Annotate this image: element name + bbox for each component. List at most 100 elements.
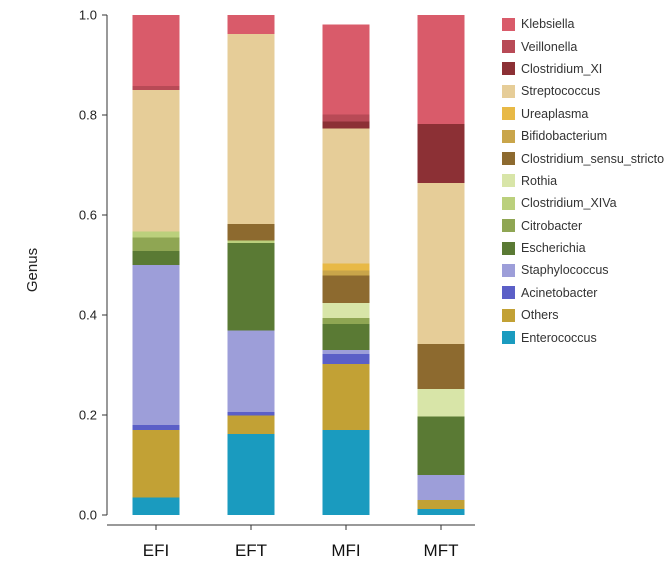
bar-segment-escherichia — [417, 416, 465, 475]
legend-label: Rothia — [521, 173, 558, 188]
bar-segment-citrobacter — [132, 237, 180, 251]
legend-swatch — [502, 286, 515, 300]
bar-segment-streptococcus — [417, 183, 465, 344]
bar-segment-klebsiella — [227, 15, 275, 34]
legend-item: Bifidobacterium — [502, 125, 667, 147]
bar-segment-clostridium-sensu-stricto — [227, 224, 275, 241]
y-tick-label: 0.4 — [79, 308, 97, 323]
y-tick-label: 0.2 — [79, 408, 97, 423]
bar-segment-rothia — [417, 389, 465, 417]
y-tick-label: 0.8 — [79, 108, 97, 123]
bar-segment-clostridium-xi — [322, 121, 370, 129]
legend-label: Staphylococcus — [521, 263, 609, 278]
legend-item: Clostridium_XI — [502, 58, 667, 80]
legend-label: Acinetobacter — [521, 285, 598, 300]
bar-segment-acinetobacter — [227, 412, 275, 416]
legend-swatch — [502, 308, 515, 322]
bar-segment-rothia — [322, 303, 370, 318]
bar-segment-klebsiella — [132, 15, 180, 86]
bar-segment-klebsiella — [322, 24, 370, 115]
legend-label: Klebsiella — [521, 17, 575, 32]
legend: Klebsiella Veillonella Clostridium_XI Strep… — [502, 13, 667, 349]
bar-segment-staphylococcus — [227, 330, 275, 412]
legend-item: Ureaplasma — [502, 103, 667, 125]
legend-swatch — [502, 241, 515, 255]
bar-segment-bifidobacterium — [322, 270, 370, 276]
legend-item: Staphylococcus — [502, 259, 667, 281]
legend-item: Others — [502, 304, 667, 326]
y-axis-label: Genus — [23, 247, 41, 293]
legend-item: Clostridium_XIVa — [502, 192, 667, 214]
y-tick-label: 0.6 — [79, 208, 97, 223]
legend-swatch — [502, 40, 515, 54]
legend-swatch — [502, 17, 515, 31]
bar-segment-staphylococcus — [417, 475, 465, 500]
legend-item: Enterococcus — [502, 326, 667, 348]
legend-item: Acinetobacter — [502, 282, 667, 304]
legend-label: Streptococcus — [521, 84, 601, 99]
bar-segment-enterococcus — [322, 430, 370, 515]
bar-segment-enterococcus — [227, 434, 275, 515]
legend-swatch — [502, 152, 515, 166]
bar-segment-clostridium-xiva — [227, 240, 275, 243]
bar-segment-clostridium-sensu-stricto — [417, 344, 465, 389]
x-tick-label: EFT — [235, 541, 267, 560]
legend-swatch — [502, 84, 515, 98]
legend-swatch — [502, 219, 515, 233]
bar-segment-staphylococcus — [132, 265, 180, 425]
bar-segment-enterococcus — [132, 497, 180, 515]
legend-item: Clostridium_sensu_stricto — [502, 147, 667, 169]
y-tick-label: 1.0 — [79, 8, 97, 23]
bar-segment-enterococcus — [417, 509, 465, 515]
bar-segment-others — [132, 430, 180, 498]
legend-item: Streptococcus — [502, 80, 667, 102]
bar-segment-streptococcus — [227, 34, 275, 224]
legend-item: Veillonella — [502, 35, 667, 57]
bar-segment-escherichia — [322, 324, 370, 350]
legend-label: Citrobacter — [521, 218, 583, 233]
bar-segment-others — [322, 364, 370, 430]
legend-label: Clostridium_sensu_stricto — [521, 151, 665, 166]
bar-segment-veillonella — [132, 86, 180, 90]
legend-item: Citrobacter — [502, 215, 667, 237]
legend-swatch — [502, 263, 515, 277]
bar-segment-staphylococcus — [322, 350, 370, 354]
y-tick-label: 0.0 — [79, 508, 97, 523]
legend-item: Rothia — [502, 170, 667, 192]
bar-segment-citrobacter — [322, 318, 370, 324]
x-tick-label: MFI — [331, 541, 360, 560]
legend-swatch — [502, 196, 515, 210]
bar-segment-klebsiella — [417, 15, 465, 124]
legend-swatch — [502, 107, 515, 121]
legend-swatch — [502, 129, 515, 143]
legend-label: Bifidobacterium — [521, 129, 608, 144]
bar-segment-acinetobacter — [322, 354, 370, 364]
legend-label: Ureaplasma — [521, 106, 589, 121]
x-tick-label: MFT — [424, 541, 459, 560]
bar-segment-escherichia — [132, 251, 180, 265]
bar-segment-others — [227, 415, 275, 434]
legend-label: Clostridium_XI — [521, 61, 603, 76]
bar-segment-streptococcus — [322, 128, 370, 264]
legend-label: Others — [521, 308, 559, 323]
bar-segment-clostridium-xiva — [132, 231, 180, 238]
bar-segment-clostridium-sensu-stricto — [322, 275, 370, 303]
bar-segment-veillonella — [322, 114, 370, 122]
x-tick-label: EFI — [143, 541, 169, 560]
bar-segment-clostridium-xi — [417, 124, 465, 183]
legend-label: Clostridium_XIVa — [521, 196, 617, 211]
bar-segment-others — [417, 500, 465, 509]
bar-segment-escherichia — [227, 243, 275, 331]
legend-label: Enterococcus — [521, 330, 597, 345]
legend-swatch — [502, 62, 515, 76]
legend-item: Escherichia — [502, 237, 667, 259]
bar-segment-streptococcus — [132, 90, 180, 232]
legend-swatch — [502, 331, 515, 345]
bar-segment-acinetobacter — [132, 425, 180, 430]
bar-segment-ureaplasma — [322, 263, 370, 271]
legend-label: Escherichia — [521, 241, 586, 256]
legend-swatch — [502, 174, 515, 188]
legend-item: Klebsiella — [502, 13, 667, 35]
legend-label: Veillonella — [521, 39, 578, 54]
